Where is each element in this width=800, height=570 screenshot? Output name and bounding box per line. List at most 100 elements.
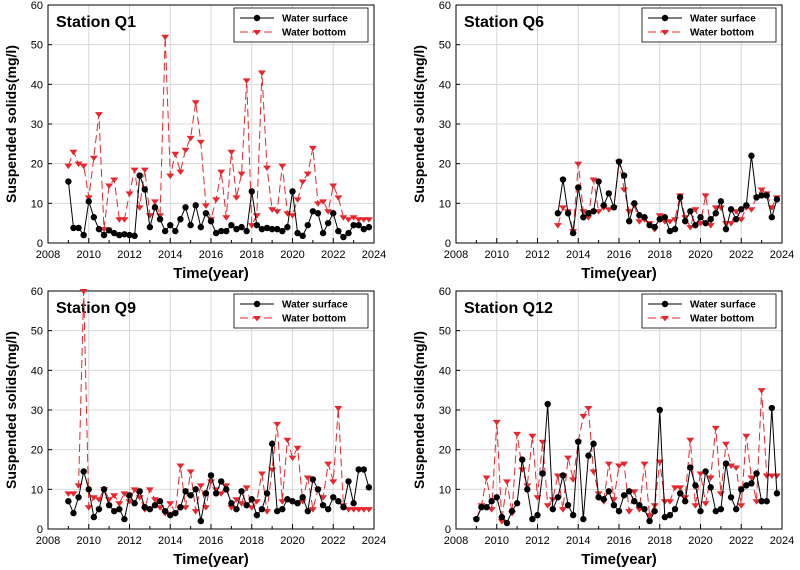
data-point-surface [274, 507, 281, 515]
data-point-surface [569, 511, 577, 519]
data-point-surface [539, 470, 546, 477]
data-point-bottom [747, 475, 756, 481]
data-point-surface [508, 507, 516, 515]
legend-label-surface: Water surface [282, 300, 348, 311]
chart-title: Station Q6 [464, 14, 544, 31]
data-point-surface [243, 227, 250, 235]
data-point-surface [365, 484, 373, 491]
data-point-bottom [319, 495, 328, 501]
legend-label-bottom: Water bottom [690, 28, 754, 39]
data-point-surface [258, 505, 266, 513]
x-tick-label: 2018 [648, 535, 672, 547]
data-point-surface [223, 486, 230, 493]
data-point-surface [197, 517, 205, 525]
x-tick-label: 2012 [117, 535, 141, 547]
data-point-bottom [354, 217, 363, 223]
data-point-surface [717, 505, 725, 513]
data-point-surface [712, 210, 719, 217]
data-point-surface [111, 507, 118, 515]
data-point-bottom [171, 151, 180, 158]
data-point-surface [345, 229, 352, 237]
data-point-surface [289, 498, 296, 505]
series-line-surface [475, 404, 778, 524]
x-tick-label: 2016 [199, 249, 223, 261]
data-point-bottom [222, 215, 231, 221]
legend-marker-bottom [253, 316, 261, 322]
data-point-surface [732, 505, 740, 513]
data-point-surface [304, 221, 311, 229]
data-point-surface [483, 503, 490, 511]
legend-label-surface: Water surface [282, 14, 348, 25]
y-tick-label: 50 [439, 326, 451, 338]
data-point-surface [702, 219, 709, 227]
data-point-bottom [564, 455, 573, 462]
data-point-surface [641, 505, 648, 513]
y-tick-label: 40 [31, 365, 43, 377]
data-point-surface [753, 194, 760, 201]
data-point-surface [167, 511, 174, 519]
data-point-bottom [227, 149, 236, 156]
data-point-bottom [268, 207, 277, 213]
data-point-bottom [635, 219, 644, 225]
data-point-surface [177, 503, 184, 511]
data-point-surface [590, 208, 597, 215]
series-bottom [64, 34, 373, 233]
data-point-bottom [523, 483, 532, 489]
data-point-surface [636, 502, 643, 509]
data-point-bottom [757, 187, 766, 193]
data-point-surface [748, 480, 755, 487]
data-point-bottom [293, 197, 302, 203]
data-point-surface [498, 513, 506, 521]
x-axis-label: Time(year) [581, 265, 657, 282]
data-point-bottom [120, 491, 129, 497]
data-point-surface [620, 492, 628, 499]
data-point-bottom [156, 505, 165, 511]
data-point-bottom [191, 509, 200, 515]
data-point-bottom [625, 509, 634, 515]
legend-box [233, 293, 369, 329]
data-point-surface [167, 221, 174, 229]
y-tick-label: 10 [31, 484, 43, 496]
data-point-bottom [64, 491, 73, 497]
data-point-surface [151, 502, 159, 509]
data-point-surface [595, 494, 602, 501]
data-point-bottom [125, 499, 134, 505]
data-point-surface [636, 212, 643, 219]
data-point-bottom [232, 195, 241, 201]
data-point-bottom [201, 203, 210, 209]
legend-label-bottom: Water bottom [282, 314, 346, 325]
data-point-surface [233, 505, 240, 513]
data-point-bottom [130, 167, 139, 174]
x-tick-label: 2014 [158, 249, 182, 261]
x-tick-label: 2016 [199, 535, 223, 547]
legend-label-bottom: Water bottom [690, 314, 754, 325]
data-point-bottom [242, 485, 251, 491]
data-point-surface [575, 184, 582, 191]
data-point-surface [625, 217, 633, 225]
data-point-surface [722, 460, 730, 467]
data-point-surface [738, 486, 745, 493]
data-point-surface [202, 210, 210, 217]
data-point-surface [141, 503, 148, 511]
x-tick-label: 2010 [485, 535, 509, 547]
data-point-bottom [257, 70, 266, 76]
data-point-surface [268, 225, 276, 233]
data-point-bottom [497, 519, 506, 525]
y-tick-label: 20 [439, 159, 451, 171]
data-point-bottom [252, 213, 261, 219]
data-point-surface [355, 466, 362, 473]
data-point-surface [330, 494, 337, 501]
data-point-bottom [757, 388, 766, 394]
data-point-bottom [217, 169, 226, 176]
data-point-surface [85, 486, 92, 493]
data-point-bottom [84, 195, 93, 201]
data-point-surface [620, 172, 628, 179]
data-point-surface [666, 511, 674, 519]
data-point-bottom [584, 406, 593, 412]
data-point-surface [177, 216, 184, 223]
data-point-bottom [518, 467, 527, 473]
data-point-surface [529, 515, 536, 523]
data-point-bottom [130, 487, 139, 493]
data-point-bottom [79, 289, 88, 295]
